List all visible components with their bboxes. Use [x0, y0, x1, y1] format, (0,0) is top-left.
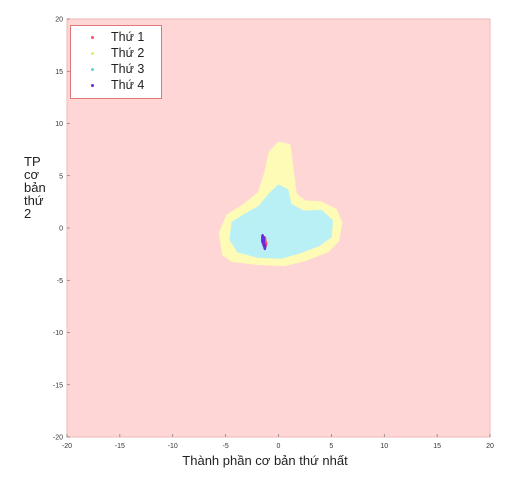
class-points	[261, 233, 268, 251]
legend-item-3: Thứ 3	[77, 62, 161, 78]
legend-label-4: Thứ 4	[111, 78, 145, 92]
legend-label-2: Thứ 2	[111, 46, 145, 60]
point-series-4-5	[262, 236, 266, 243]
y-axis-label: TP cơ bản thứ 2	[24, 155, 54, 220]
chart-legend: Thứ 1 Thứ 2 Thứ 3 Thứ 4	[70, 25, 162, 99]
y-axis-label-line-5: 2	[24, 206, 32, 221]
x-axis-ticks: -20 -15 -10 -5 0 5 10 15 20	[62, 434, 494, 450]
legend-marker-4	[91, 84, 94, 87]
y-tick-label: 10	[55, 121, 63, 128]
x-tick-label: -15	[115, 443, 125, 450]
y-tick-label: -10	[53, 330, 63, 337]
legend-marker-1	[91, 36, 94, 39]
legend-marker-3	[91, 68, 94, 71]
y-axis-label-line-1: TP	[24, 154, 41, 169]
y-tick-label: 0	[59, 226, 63, 233]
legend-label-3: Thứ 3	[111, 62, 145, 76]
legend-label-1: Thứ 1	[111, 30, 145, 44]
point-series-4-4	[263, 243, 267, 251]
x-tick-label: 10	[380, 443, 388, 450]
x-tick-label: -5	[223, 443, 229, 450]
x-tick-label: 0	[277, 443, 281, 450]
y-tick-label: 20	[55, 17, 63, 24]
x-axis-label: Thành phần cơ bản thứ nhất	[182, 453, 348, 468]
y-axis-label-line-3: bản	[24, 180, 46, 195]
y-axis-ticks: -20 -15 -10 -5 0 5 10 15 20	[53, 17, 70, 442]
legend-marker-2	[91, 52, 94, 55]
region-series-3	[229, 184, 333, 259]
x-tick-label: 15	[433, 443, 441, 450]
y-axis-label-line-2: cơ	[24, 167, 40, 182]
class-regions	[218, 141, 343, 267]
x-tick-label: -20	[62, 443, 72, 450]
y-tick-label: -15	[53, 382, 63, 389]
legend-item-4: Thứ 4	[77, 78, 161, 94]
y-tick-label: 15	[55, 69, 63, 76]
y-tick-label: -5	[57, 278, 63, 285]
x-tick-label: -10	[168, 443, 178, 450]
legend-item-1: Thứ 1	[77, 30, 161, 46]
legend-item-2: Thứ 2	[77, 46, 161, 62]
y-tick-label: 5	[59, 173, 63, 180]
y-axis-label-line-4: thứ	[24, 193, 44, 208]
y-tick-label: -20	[53, 435, 63, 442]
x-tick-label: 5	[329, 443, 333, 450]
x-tick-label: 20	[486, 443, 494, 450]
